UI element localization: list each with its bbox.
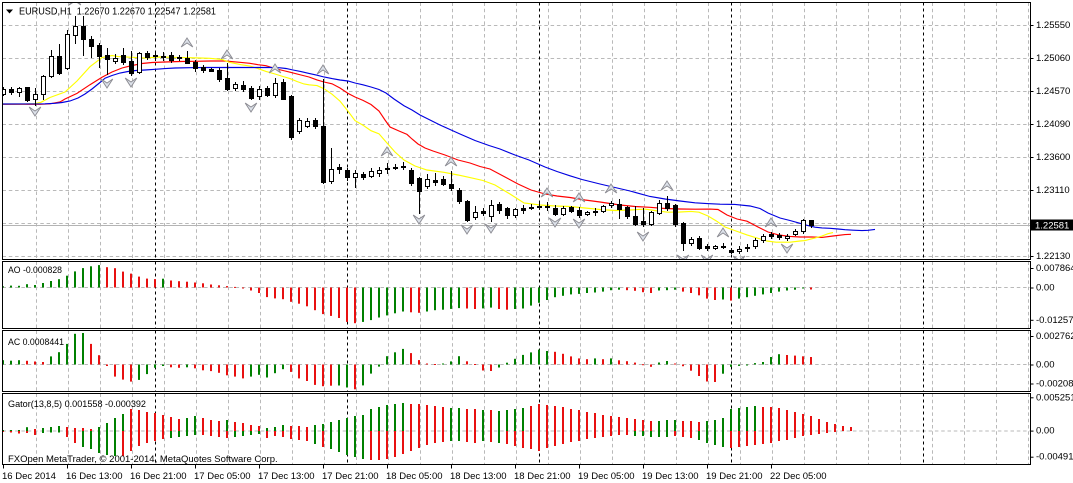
svg-text:AC 0.0008441: AC 0.0008441 — [8, 337, 64, 348]
svg-text:18 Dec 13:00: 18 Dec 13:00 — [450, 471, 507, 482]
svg-text:-0.0125718: -0.0125718 — [1036, 315, 1073, 326]
svg-text:19 Dec 05:00: 19 Dec 05:00 — [578, 471, 635, 482]
svg-text:16 Dec 2014: 16 Dec 2014 — [2, 471, 56, 482]
svg-text:19 Dec 13:00: 19 Dec 13:00 — [642, 471, 699, 482]
svg-text:AO -0.000828: AO -0.000828 — [8, 265, 62, 276]
svg-text:EURUSD,H1 1.22670 1.22670 1.2: EURUSD,H1 1.22670 1.22670 1.22547 1.2258… — [19, 7, 216, 18]
svg-text:0.00: 0.00 — [1036, 283, 1055, 294]
svg-text:16 Dec 21:00: 16 Dec 21:00 — [130, 471, 187, 482]
svg-text:16 Dec 13:00: 16 Dec 13:00 — [66, 471, 123, 482]
svg-text:1.24570: 1.24570 — [1036, 86, 1070, 97]
svg-text:0.0078645: 0.0078645 — [1036, 263, 1073, 274]
svg-text:1.24090: 1.24090 — [1036, 119, 1070, 130]
svg-text:1.22130: 1.22130 — [1036, 251, 1070, 262]
svg-text:19 Dec 21:00: 19 Dec 21:00 — [706, 471, 763, 482]
svg-text:1.23600: 1.23600 — [1036, 152, 1070, 163]
svg-text:-0.0049192: -0.0049192 — [1036, 452, 1073, 463]
svg-text:1.25060: 1.25060 — [1036, 53, 1070, 64]
svg-text:1.25550: 1.25550 — [1036, 20, 1070, 31]
svg-text:0.0027628: 0.0027628 — [1036, 331, 1073, 342]
svg-text:1.22581: 1.22581 — [1035, 221, 1069, 232]
svg-text:17 Dec 21:00: 17 Dec 21:00 — [322, 471, 379, 482]
svg-text:0.00: 0.00 — [1036, 426, 1055, 437]
svg-text:0.00: 0.00 — [1036, 360, 1055, 371]
svg-text:18 Dec 05:00: 18 Dec 05:00 — [386, 471, 443, 482]
svg-text:1.23110: 1.23110 — [1036, 185, 1070, 196]
svg-text:0.0052516: 0.0052516 — [1036, 392, 1073, 403]
svg-text:17 Dec 13:00: 17 Dec 13:00 — [258, 471, 315, 482]
svg-text:17 Dec 05:00: 17 Dec 05:00 — [194, 471, 251, 482]
svg-text:-0.0020808: -0.0020808 — [1036, 379, 1073, 390]
svg-text:18 Dec 21:00: 18 Dec 21:00 — [514, 471, 571, 482]
svg-text:FXOpen MetaTrader, © 2001-2014: FXOpen MetaTrader, © 2001-2014, MetaQuot… — [8, 454, 278, 465]
svg-text:22 Dec 05:00: 22 Dec 05:00 — [770, 471, 827, 482]
svg-text:Gator(13,8,5) 0.001558 -0.0003: Gator(13,8,5) 0.001558 -0.000392 — [8, 399, 146, 410]
